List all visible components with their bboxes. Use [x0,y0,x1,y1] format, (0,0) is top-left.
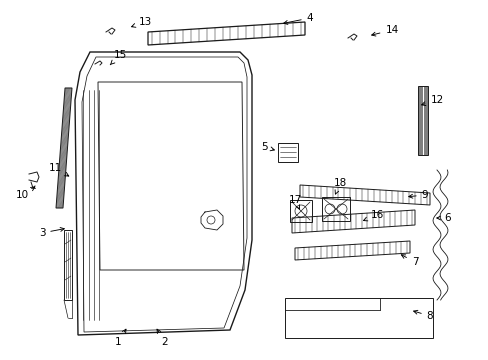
Text: 13: 13 [131,17,151,27]
Text: 10: 10 [16,187,35,200]
Text: 17: 17 [288,195,301,209]
Text: 15: 15 [110,50,126,65]
Text: 3: 3 [39,228,64,238]
Text: 18: 18 [333,178,346,194]
Text: 16: 16 [363,210,383,221]
Text: 5: 5 [260,142,274,152]
Bar [285,298,432,338]
Bar [289,200,311,222]
Text: 14: 14 [371,25,398,36]
Text: 2: 2 [157,329,168,347]
Text: 1: 1 [115,329,126,347]
Text: 11: 11 [48,163,69,176]
Text: 4: 4 [283,13,313,24]
Text: 12: 12 [421,95,443,105]
Bar [321,197,349,221]
Text: 9: 9 [408,190,427,200]
Text: 8: 8 [413,310,432,321]
Text: 7: 7 [401,255,417,267]
Text: 6: 6 [436,213,450,223]
